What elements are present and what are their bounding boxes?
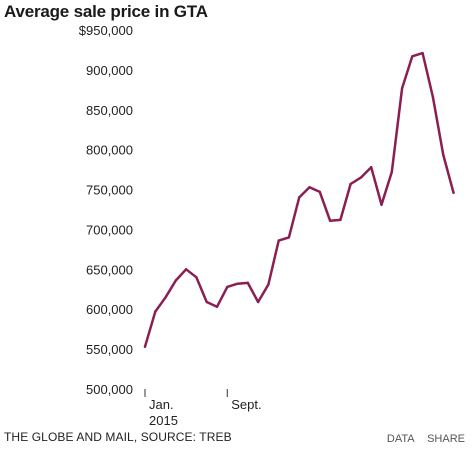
- data-link[interactable]: DATA: [386, 433, 415, 445]
- data-point: [154, 310, 157, 313]
- y-tick-label: 600,000: [86, 302, 133, 317]
- data-point: [390, 170, 393, 174]
- y-tick-label: 900,000: [86, 63, 133, 78]
- data-point: [380, 203, 383, 206]
- data-point: [318, 190, 321, 194]
- data-point: [359, 176, 363, 179]
- data-point: [256, 300, 260, 304]
- x-axis: Jan.2015 Sept.: [144, 389, 262, 428]
- data-point: [400, 87, 404, 90]
- data-point: [431, 95, 435, 99]
- data-point: [298, 196, 301, 199]
- y-tick-label: 650,000: [86, 262, 133, 277]
- data-point: [308, 186, 311, 189]
- data-point: [174, 279, 177, 282]
- data-point: [267, 283, 270, 286]
- data-point: [339, 218, 342, 222]
- data-point: [442, 153, 445, 156]
- y-tick-label: 700,000: [86, 222, 133, 237]
- y-tick-label: 750,000: [86, 183, 133, 198]
- y-tick-label: 800,000: [86, 143, 133, 158]
- x-tick-label: 2015: [149, 413, 178, 428]
- series-layer: [143, 51, 455, 348]
- data-point: [452, 191, 455, 194]
- x-tick-label: Sept.: [231, 397, 261, 412]
- data-point: [215, 305, 219, 308]
- y-tick-label: 850,000: [86, 103, 133, 118]
- chart-title: Average sale price in GTA: [4, 2, 208, 21]
- y-tick-label: $950,000: [79, 23, 133, 38]
- data-point: [370, 166, 373, 169]
- x-tick-label: Jan.: [149, 397, 174, 412]
- data-point: [246, 281, 249, 285]
- source-credit: THE GLOBE AND MAIL, SOURCE: TREB: [4, 430, 232, 444]
- footer-links: DATA SHARE: [377, 433, 465, 445]
- y-tick-label: 500,000: [86, 382, 133, 397]
- data-point: [328, 219, 332, 222]
- y-tick-label: 550,000: [86, 342, 133, 357]
- data-point: [277, 239, 280, 242]
- data-point: [287, 236, 291, 239]
- data-point: [184, 268, 188, 271]
- data-point: [421, 51, 424, 55]
- data-point: [349, 182, 352, 186]
- data-point: [195, 276, 198, 279]
- data-point: [164, 296, 167, 299]
- data-point: [411, 55, 414, 58]
- y-axis: $950,000 900,000 850,000 800,000 750,000 700,…: [79, 23, 133, 397]
- data-point: [226, 285, 229, 289]
- data-point: [143, 345, 147, 348]
- share-link[interactable]: SHARE: [427, 433, 465, 445]
- data-point: [236, 282, 239, 285]
- data-point: [205, 300, 208, 304]
- series-line: [143, 51, 455, 348]
